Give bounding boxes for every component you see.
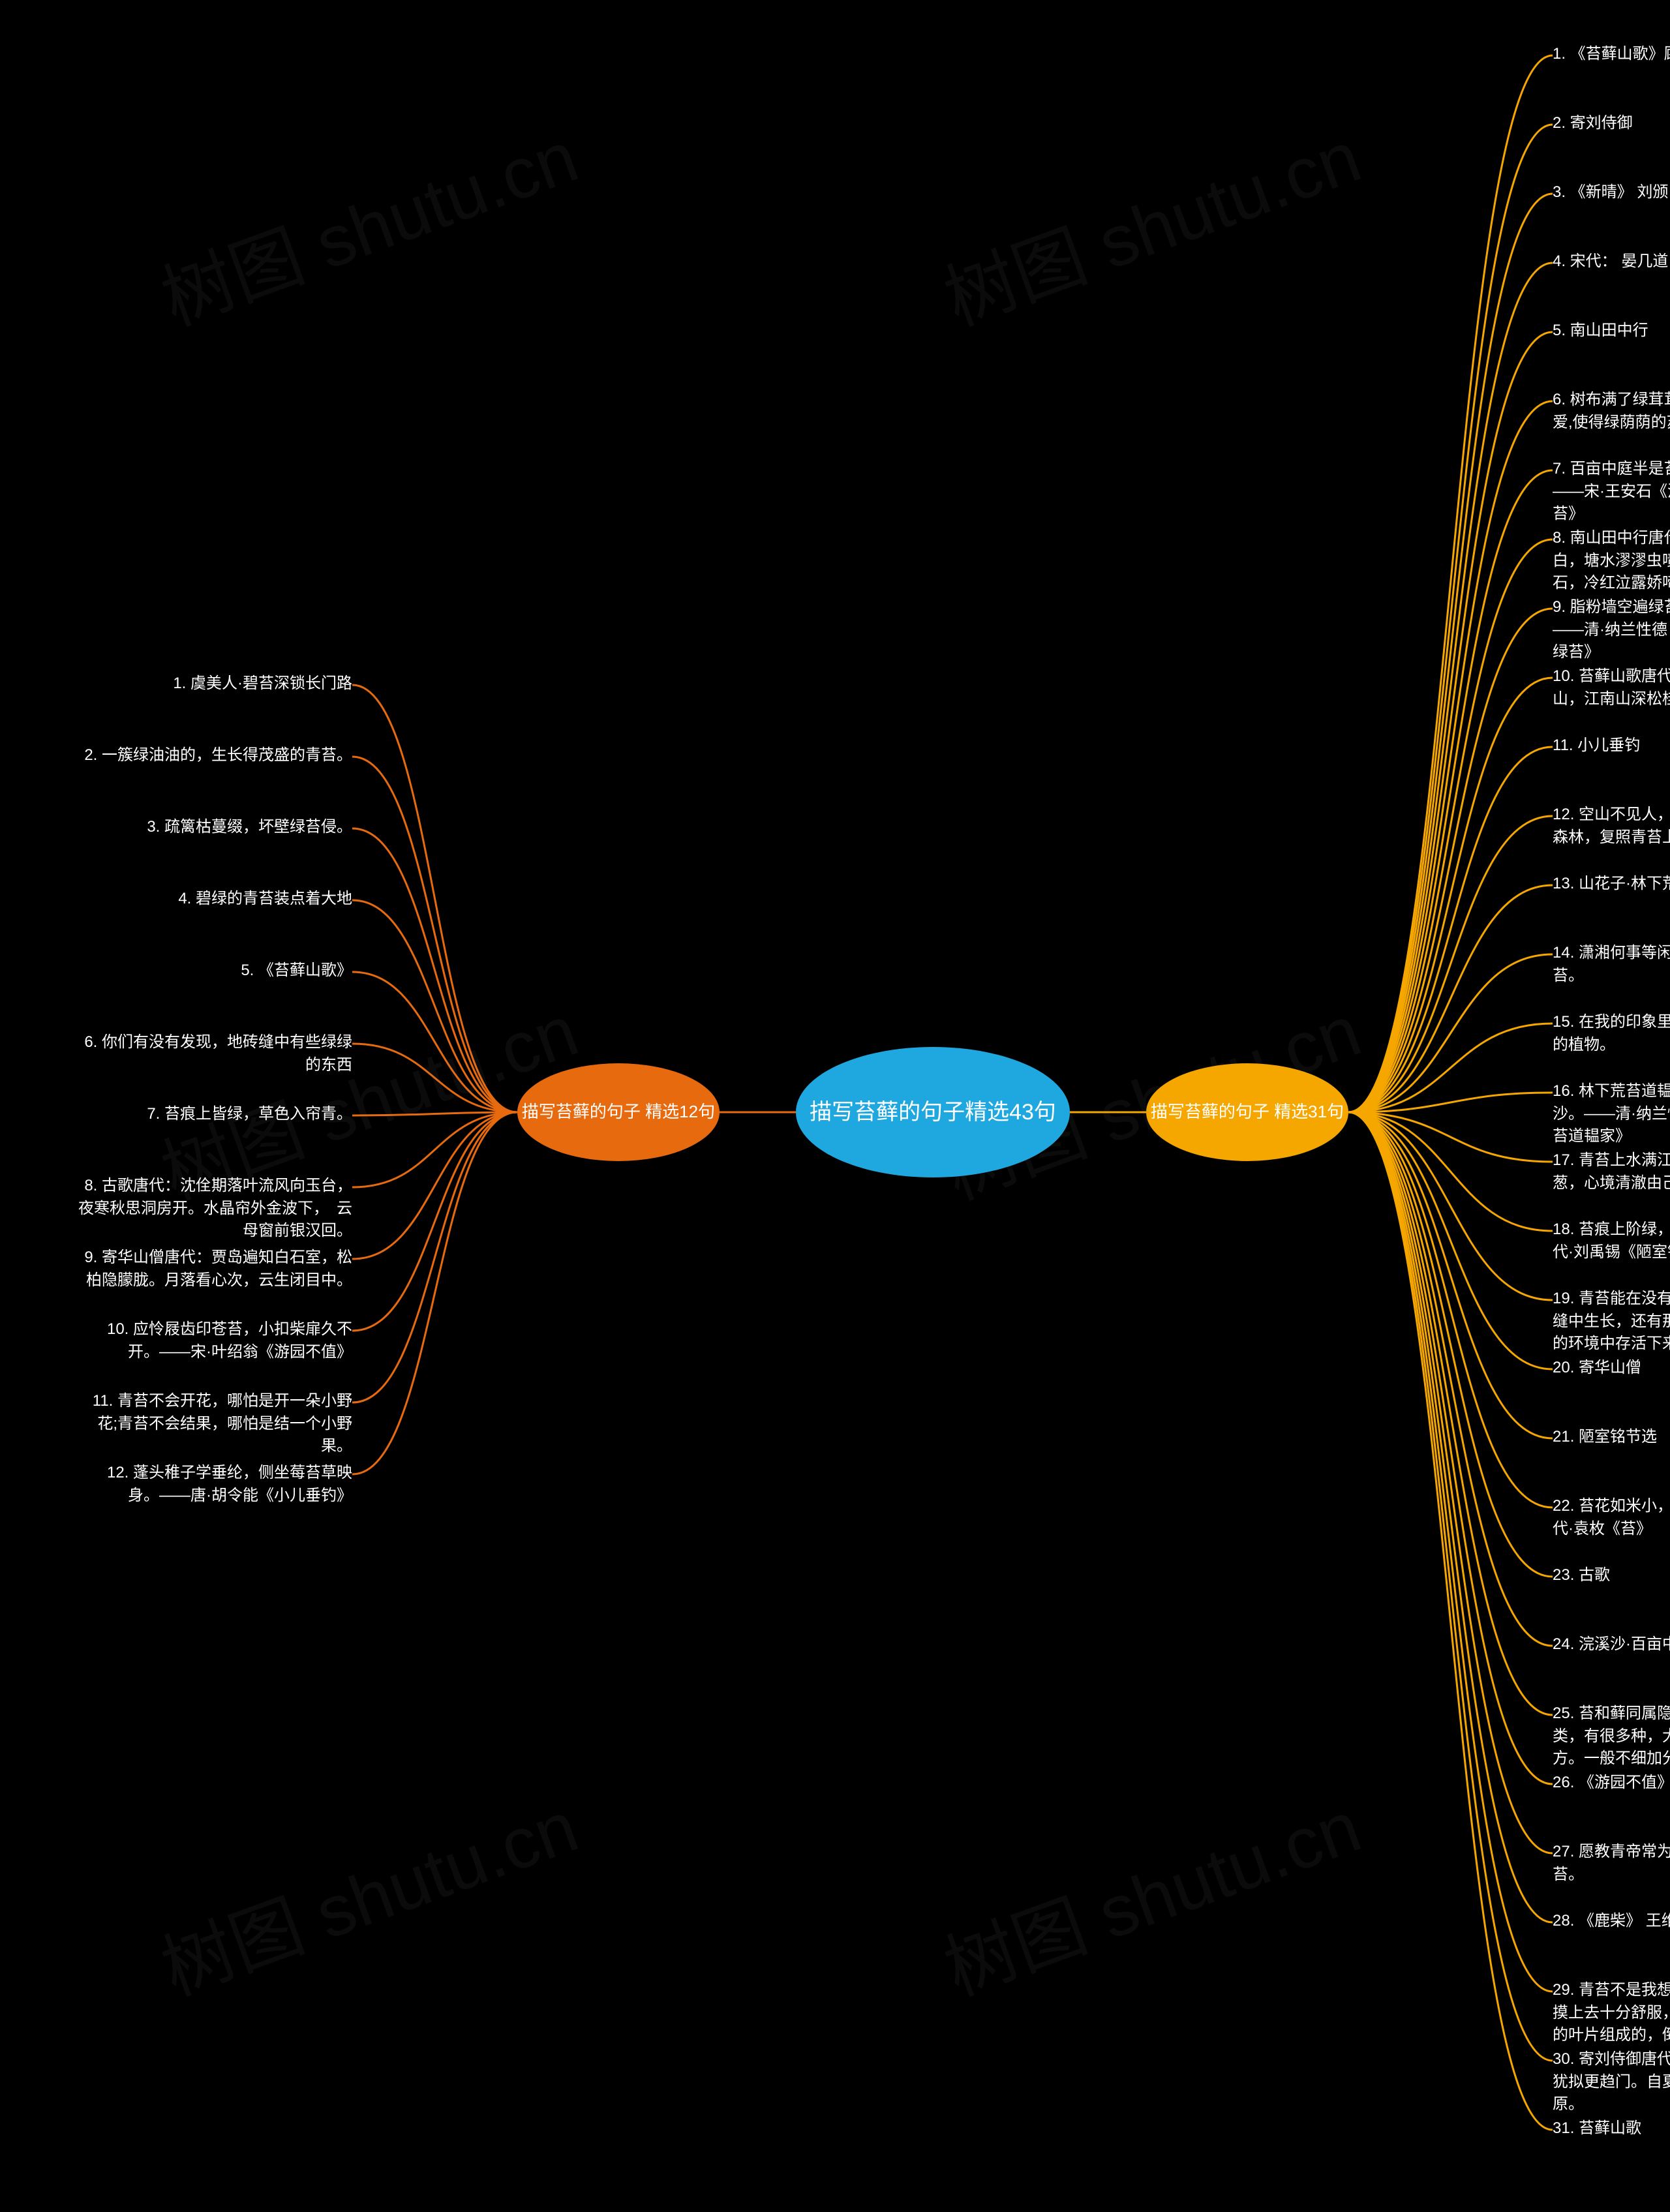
leaf-item[interactable]: 4. 宋代： 晏几道 xyxy=(1553,250,1670,273)
leaf-item[interactable]: 5. 南山田中行 xyxy=(1553,320,1670,342)
leaf-item[interactable]: 6. 你们有没有发现，地砖缝中有些绿绿的东西 xyxy=(78,1031,352,1077)
leaf-item[interactable]: 12. 蓬头稚子学垂纶，侧坐莓苔草映身。——唐·胡令能《小儿垂钓》 xyxy=(78,1462,352,1507)
leaf-item[interactable]: 9. 寄华山僧唐代：贾岛遍知白石室，松柏隐朦胧。月落看心次，云生闭目中。 xyxy=(78,1247,352,1292)
center-node[interactable]: 描写苔藓的句子精选43句 xyxy=(796,1047,1070,1177)
mindmap-canvas: 树图 shutu.cn 树图 shutu.cn 树图 shutu.cn 树图 shut… xyxy=(0,0,1670,2212)
leaf-item[interactable]: 21. 陋室铭节选 xyxy=(1553,1426,1670,1449)
leaf-item[interactable]: 30. 寄刘侍御唐代：贾岛衣多苔藓痕，犹拟更趋门。自夏虽无病，经秋不过原。 xyxy=(1553,2048,1670,2116)
leaf-item[interactable]: 13. 山花子·林下荒苔道韫家 xyxy=(1553,873,1670,896)
branch-node-right31[interactable]: 描写苔藓的句子 精选31句 xyxy=(1146,1063,1348,1161)
leaf-item[interactable]: 12. 空山不见人，但闻鸟语声，返景入森林，复照青苔上。 xyxy=(1553,804,1670,849)
leaf-item[interactable]: 11. 小儿垂钓 xyxy=(1553,735,1670,757)
leaf-item[interactable]: 14. 潇湘何事等闲回，水碧沙明两岸苔。 xyxy=(1553,942,1670,988)
leaf-item[interactable]: 15. 在我的印象里青苔是种清清的绿色的植物。 xyxy=(1553,1011,1670,1057)
leaf-item[interactable]: 7. 百亩中庭半是苔，门前白道水萦回——宋·王安石《浣溪沙·百亩中庭半是苔》 xyxy=(1553,458,1670,526)
leaf-item[interactable]: 20. 寄华山僧 xyxy=(1553,1357,1670,1380)
leaf-item[interactable]: 3. 疏篱枯蔓缀，坏壁绿苔侵。 xyxy=(78,816,352,839)
leaf-item[interactable]: 17. 青苔上水满江红，水润石苔郁葱葱，心境清澈由己悟。 xyxy=(1553,1149,1670,1195)
leaf-item[interactable]: 18. 苔痕上阶绿，草色入帘青。——唐代·刘禹锡《陋室铭》 xyxy=(1553,1219,1670,1264)
leaf-item[interactable]: 8. 古歌唐代：沈佺期落叶流风向玉台，夜寒秋思洞房开。水晶帘外金波下， 云母窗前… xyxy=(78,1175,352,1243)
leaf-item[interactable]: 19. 青苔能在没有水，没有养分的地砖缝中生长，还有那么多青苔都能在这样的环境中… xyxy=(1553,1288,1670,1356)
leaf-item[interactable]: 8. 南山田中行唐代：李贺秋野明，秋风白，塘水漻漻虫啧啧。云根苔藓山上石，冷红泣… xyxy=(1553,527,1670,595)
leaf-item[interactable]: 28. 《鹿柴》 王维 xyxy=(1553,1910,1670,1933)
leaf-item[interactable]: 22. 苔花如米小，也学牡丹开。——清代·袁枚《苔》 xyxy=(1553,1495,1670,1541)
watermark: 树图 shutu.cn xyxy=(928,98,1373,345)
leaf-item[interactable]: 2. 寄刘侍御 xyxy=(1553,112,1670,135)
leaf-item[interactable]: 23. 古歌 xyxy=(1553,1564,1670,1587)
leaf-item[interactable]: 29. 青苔不是我想象的那样黏糊糊的，摸上去十分舒服，它是由一根根小针形的叶片组… xyxy=(1553,1979,1670,2047)
leaf-item[interactable]: 10. 应怜屐齿印苍苔，小扣柴扉久不开。——宋·叶绍翁《游园不值》 xyxy=(78,1318,352,1364)
leaf-item[interactable]: 31. 苔藓山歌 xyxy=(1553,2117,1670,2140)
leaf-item[interactable]: 11. 青苔不会开花，哪怕是开一朵小野花;青苔不会结果，哪怕是结一个小野果。 xyxy=(78,1390,352,1458)
leaf-item[interactable]: 16. 林下荒苔道韫家，生怜玉骨委尘沙。——清·纳兰性德《山花子·林下荒苔道韫家… xyxy=(1553,1080,1670,1148)
leaf-item[interactable]: 7. 苔痕上皆绿，草色入帘青。 xyxy=(78,1103,352,1126)
leaf-item[interactable]: 5. 《苔藓山歌》 xyxy=(78,960,352,982)
watermark: 树图 shutu.cn xyxy=(928,1768,1373,2015)
leaf-item[interactable]: 26. 《游园不值》 叶少翁 xyxy=(1553,1772,1670,1795)
leaf-item[interactable]: 3. 《新晴》 刘颁 xyxy=(1553,181,1670,204)
leaf-item[interactable]: 25. 苔和藓同属隐花植物中的一个大类，有很多种，大多生长在潮湿的地方。一般不细… xyxy=(1553,1703,1670,1770)
leaf-item[interactable]: 1. 虞美人·碧苔深锁长门路 xyxy=(78,673,352,695)
leaf-item[interactable]: 6. 树布满了绿茸茸的青苔,那嫩,那样可爱,使得绿荫荫的苏堤,更加绿了几分。 xyxy=(1553,389,1670,434)
leaf-item[interactable]: 2. 一簇绿油油的，生长得茂盛的青苔。 xyxy=(78,744,352,767)
leaf-item[interactable]: 1. 《苔藓山歌》顾况 xyxy=(1553,43,1670,66)
leaf-item[interactable]: 10. 苔藓山歌唐代：顾况野人夜梦江南山，江南山深松桂闲。 xyxy=(1553,665,1670,711)
leaf-item[interactable]: 9. 脂粉墙空遍绿苔，掠泥营垒燕相催。——清·纳兰性德《浣溪沙·脂粉墙空遍绿苔》 xyxy=(1553,596,1670,664)
leaf-item[interactable]: 24. 浣溪沙·百亩中庭半是苔 xyxy=(1553,1633,1670,1656)
watermark: 树图 shutu.cn xyxy=(145,1768,590,2015)
leaf-item[interactable]: 4. 碧绿的青苔装点着大地 xyxy=(78,888,352,911)
branch-node-left12[interactable]: 描写苔藓的句子 精选12句 xyxy=(517,1063,720,1161)
watermark: 树图 shutu.cn xyxy=(145,98,590,345)
leaf-item[interactable]: 27. 愿教青帝常为主，莫遣纷纷点翠苔。 xyxy=(1553,1841,1670,1886)
